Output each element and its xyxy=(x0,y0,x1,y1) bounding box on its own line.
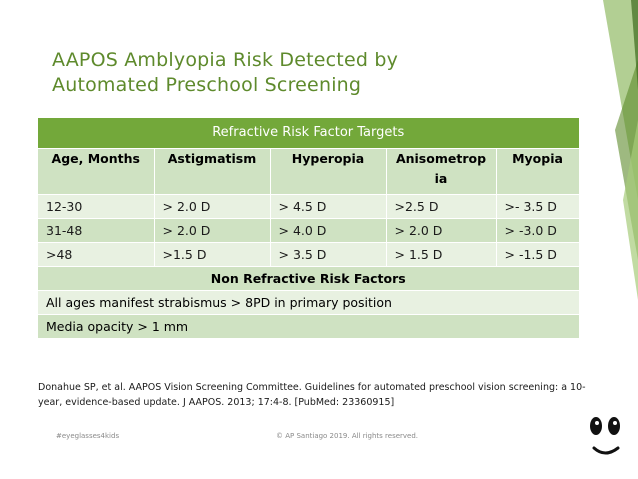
footer-hashtag: #eyeglasses4kids xyxy=(56,432,120,440)
table-cell: > 2.0 D xyxy=(386,218,497,243)
column-header-anisometropia: Anisometropia xyxy=(386,148,497,195)
table-cell: >1.5 D xyxy=(154,242,271,267)
table-cell: > 4.5 D xyxy=(270,194,387,219)
table-cell: >- 3.5 D xyxy=(496,194,580,219)
table-cell: Media opacity > 1 mm xyxy=(38,314,580,339)
table-cell: 12-30 xyxy=(38,194,155,219)
table-row: 31-48 > 2.0 D > 4.0 D > 2.0 D > -3.0 D xyxy=(38,218,580,243)
table-cell: > 2.0 D xyxy=(154,218,271,243)
table-row: 12-30 > 2.0 D > 4.5 D >2.5 D >- 3.5 D xyxy=(38,194,580,219)
table-cell: > -3.0 D xyxy=(496,218,580,243)
column-header-age: Age, Months xyxy=(38,148,155,195)
table-cell: > 4.0 D xyxy=(270,218,387,243)
table-cell: > 2.0 D xyxy=(154,194,271,219)
column-header-myopia: Myopia xyxy=(496,148,580,195)
table-cell: > -1.5 D xyxy=(496,242,580,267)
table-cell: > 3.5 D xyxy=(270,242,387,267)
table-row: Media opacity > 1 mm xyxy=(38,314,580,339)
slide-title: AAPOS Amblyopia Risk Detected by Automat… xyxy=(52,49,399,96)
column-header-hyperopia: Hyperopia xyxy=(270,148,387,195)
table-title: Refractive Risk Factor Targets xyxy=(38,118,580,149)
risk-factor-table: Refractive Risk Factor Targets Age, Mont… xyxy=(38,118,580,339)
table-row: All ages manifest strabismus > 8PD in pr… xyxy=(38,290,580,315)
non-refractive-title: Non Refractive Risk Factors xyxy=(38,266,580,291)
column-header-astigmatism: Astigmatism xyxy=(154,148,271,195)
table-cell: > 1.5 D xyxy=(386,242,497,267)
smiley-face-icon xyxy=(586,412,626,462)
table-cell: >48 xyxy=(38,242,155,267)
table-cell: All ages manifest strabismus > 8PD in pr… xyxy=(38,290,580,315)
footer-copyright: © AP Santiago 2019. All rights reserved. xyxy=(276,432,419,440)
table-cell: 31-48 xyxy=(38,218,155,243)
table-row: >48 >1.5 D > 3.5 D > 1.5 D > -1.5 D xyxy=(38,242,580,267)
citation: Donahue SP, et al. AAPOS Vision Screenin… xyxy=(38,382,586,408)
table-cell: >2.5 D xyxy=(386,194,497,219)
decorative-green-shapes xyxy=(543,0,638,479)
